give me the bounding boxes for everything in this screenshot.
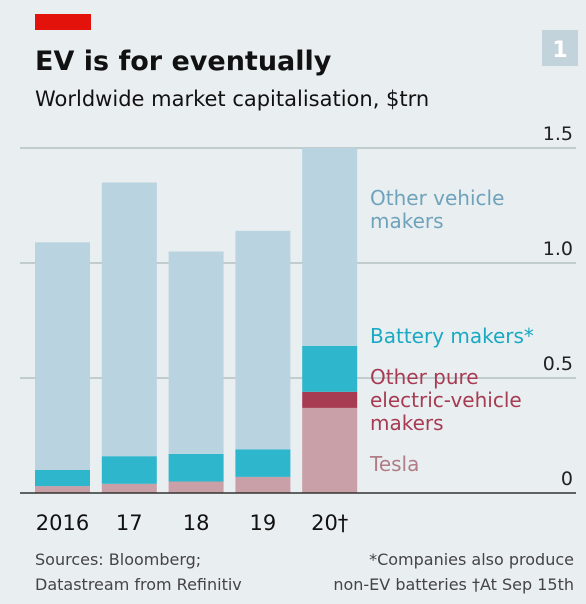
bar-segment bbox=[35, 470, 90, 487]
badge: 1 bbox=[552, 38, 567, 63]
bar-segment bbox=[35, 242, 90, 470]
y-tick-label: 1.0 bbox=[543, 238, 573, 260]
y-tick-label: 0.5 bbox=[543, 353, 573, 375]
source-line: Datastream from Refinitiv bbox=[35, 575, 242, 594]
chart-subtitle: Worldwide market capitalisation, $trn bbox=[35, 87, 429, 111]
x-tick-label: 17 bbox=[116, 511, 143, 535]
note-line: *Companies also produce bbox=[369, 550, 574, 569]
bar-segment bbox=[101, 182, 157, 457]
bar-segment bbox=[302, 148, 358, 346]
chart-title: EV is for eventually bbox=[35, 46, 332, 77]
red-tag bbox=[35, 14, 91, 30]
bar-segment bbox=[168, 251, 224, 454]
bar-segment bbox=[302, 407, 358, 493]
bar-segment bbox=[302, 345, 358, 392]
bar-segment bbox=[101, 483, 157, 493]
x-tick-label: 20† bbox=[311, 511, 348, 535]
bar-segment bbox=[168, 453, 224, 482]
bar-segment bbox=[235, 449, 291, 477]
bar-segment bbox=[101, 456, 157, 484]
bar-segment bbox=[235, 230, 291, 450]
series-label: Battery makers* bbox=[370, 324, 534, 348]
bar-segment bbox=[235, 476, 291, 493]
y-tick-label: 0 bbox=[561, 468, 573, 490]
note-line: non-EV batteries †At Sep 15th bbox=[333, 575, 574, 594]
series-label: Tesla bbox=[370, 452, 420, 476]
x-tick-label: 2016 bbox=[36, 511, 89, 535]
series-label: Other vehicle makers bbox=[370, 186, 505, 233]
series-label: Other pure electric-vehicle makers bbox=[370, 365, 522, 435]
y-tick-label: 1.5 bbox=[543, 123, 573, 145]
x-tick-label: 18 bbox=[183, 511, 210, 535]
x-tick-label: 19 bbox=[250, 511, 277, 535]
bar-segment bbox=[168, 481, 224, 493]
bar-segment bbox=[302, 391, 358, 408]
badge-box bbox=[542, 30, 578, 66]
bar-segment bbox=[35, 486, 90, 493]
source-line: Sources: Bloomberg; bbox=[35, 550, 201, 569]
